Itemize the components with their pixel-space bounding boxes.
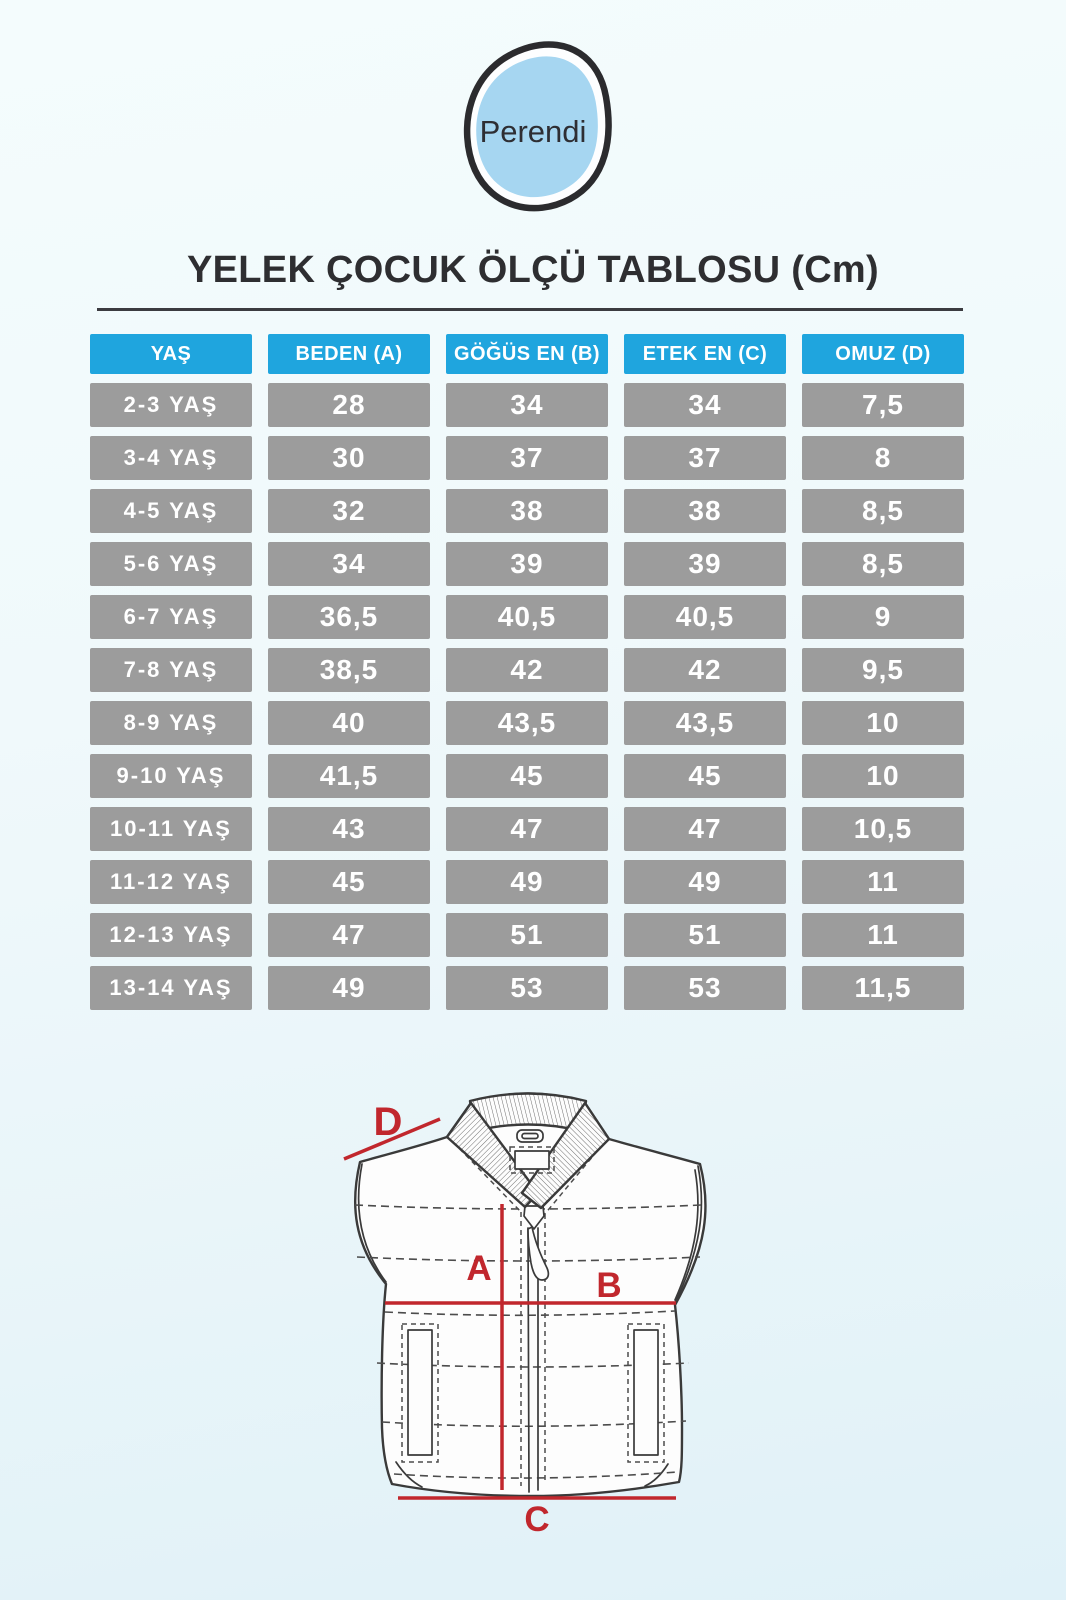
value-cell: 32	[268, 489, 430, 533]
pocket-left	[401, 1323, 439, 1463]
value-cell: 42	[624, 648, 786, 692]
value-cell: 11	[802, 913, 964, 957]
header-cell: OMUZ (D)	[802, 334, 964, 374]
age-cell: 2-3 YAŞ	[90, 383, 252, 427]
value-cell: 10	[802, 754, 964, 798]
value-cell: 51	[446, 913, 608, 957]
value-cell: 9,5	[802, 648, 964, 692]
value-cell: 9	[802, 595, 964, 639]
age-cell: 11-12 YAŞ	[90, 860, 252, 904]
zipper	[520, 1205, 550, 1493]
ribbed-collar	[445, 1092, 611, 1210]
age-cell: 13-14 YAŞ	[90, 966, 252, 1010]
measurement-marks: D A B C	[343, 1100, 676, 1539]
value-cell: 39	[624, 542, 786, 586]
label-patch	[509, 1146, 555, 1174]
size-table: YAŞ BEDEN (A) GÖĞÜS EN (B) ETEK EN (C) OMUZ …	[90, 334, 964, 1010]
value-cell: 39	[446, 542, 608, 586]
brand-logo-text: Perendi	[480, 114, 587, 149]
value-cell: 49	[268, 966, 430, 1010]
age-cell: 10-11 YAŞ	[90, 807, 252, 851]
value-cell: 7,5	[802, 383, 964, 427]
value-cell: 37	[624, 436, 786, 480]
value-cell: 38,5	[268, 648, 430, 692]
header-cell: GÖĞÜS EN (B)	[446, 334, 608, 374]
value-cell: 41,5	[268, 754, 430, 798]
brand-logo: Perendi	[463, 41, 612, 212]
value-cell: 38	[624, 489, 786, 533]
logo-blob-icon	[463, 41, 612, 212]
value-cell: 8,5	[802, 489, 964, 533]
value-cell: 40	[268, 701, 430, 745]
page-title: YELEK ÇOCUK ÖLÇÜ TABLOSU (Cm)	[187, 249, 879, 291]
age-cell: 4-5 YAŞ	[90, 489, 252, 533]
zipper-pull	[527, 1226, 550, 1281]
vest-body-outline	[353, 1092, 707, 1498]
value-cell: 43	[268, 807, 430, 851]
value-cell: 40,5	[624, 595, 786, 639]
header-cell: BEDEN (A)	[268, 334, 430, 374]
value-cell: 45	[268, 860, 430, 904]
value-cell: 34	[446, 383, 608, 427]
measure-label-length: A	[466, 1249, 491, 1288]
value-cell: 36,5	[268, 595, 430, 639]
value-cell: 53	[446, 966, 608, 1010]
age-cell: 9-10 YAŞ	[90, 754, 252, 798]
value-cell: 47	[624, 807, 786, 851]
value-cell: 47	[268, 913, 430, 957]
value-cell: 45	[624, 754, 786, 798]
value-cell: 49	[446, 860, 608, 904]
measure-label-hem: C	[524, 1500, 549, 1539]
age-cell: 7-8 YAŞ	[90, 648, 252, 692]
value-cell: 11,5	[802, 966, 964, 1010]
age-cell: 8-9 YAŞ	[90, 701, 252, 745]
vest-measurement-diagram: D A B C	[343, 1092, 707, 1539]
value-cell: 53	[624, 966, 786, 1010]
value-cell: 38	[446, 489, 608, 533]
value-cell: 37	[446, 436, 608, 480]
value-cell: 42	[446, 648, 608, 692]
age-cell: 5-6 YAŞ	[90, 542, 252, 586]
value-cell: 30	[268, 436, 430, 480]
measure-label-shoulder: D	[374, 1100, 403, 1144]
value-cell: 8	[802, 436, 964, 480]
value-cell: 51	[624, 913, 786, 957]
value-cell: 8,5	[802, 542, 964, 586]
value-cell: 47	[446, 807, 608, 851]
value-cell: 28	[268, 383, 430, 427]
value-cell: 40,5	[446, 595, 608, 639]
hanging-loop	[516, 1129, 544, 1143]
title-divider	[97, 308, 963, 311]
header-cell: YAŞ	[90, 334, 252, 374]
value-cell: 10,5	[802, 807, 964, 851]
measure-line-shoulder	[343, 1117, 441, 1161]
value-cell: 34	[268, 542, 430, 586]
measure-label-chest: B	[596, 1266, 621, 1305]
header-cell: ETEK EN (C)	[624, 334, 786, 374]
value-cell: 43,5	[446, 701, 608, 745]
value-cell: 10	[802, 701, 964, 745]
value-cell: 49	[624, 860, 786, 904]
age-cell: 3-4 YAŞ	[90, 436, 252, 480]
value-cell: 34	[624, 383, 786, 427]
age-cell: 12-13 YAŞ	[90, 913, 252, 957]
value-cell: 11	[802, 860, 964, 904]
value-cell: 43,5	[624, 701, 786, 745]
value-cell: 45	[446, 754, 608, 798]
pocket-right	[627, 1323, 665, 1463]
age-cell: 6-7 YAŞ	[90, 595, 252, 639]
